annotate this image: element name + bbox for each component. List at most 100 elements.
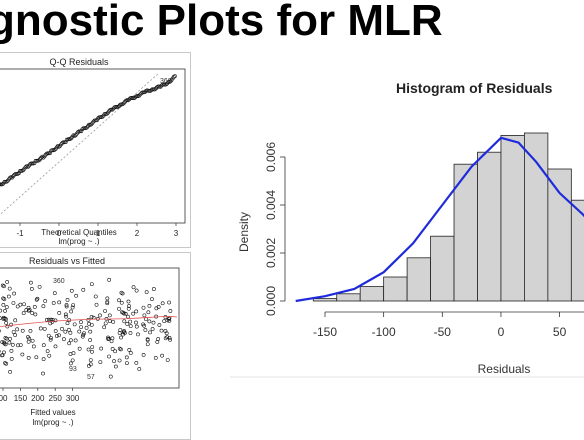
rvf-point [5, 306, 8, 309]
rvf-point [125, 356, 128, 359]
rvf-point [3, 309, 6, 312]
rvf-point [169, 309, 172, 312]
rvf-point [114, 350, 117, 353]
rvf-point [103, 326, 106, 329]
rvf-point [123, 320, 126, 323]
rvf-point [0, 309, 2, 312]
rvf-point [79, 325, 82, 328]
rvf-point [29, 329, 32, 332]
rvf-point [152, 321, 155, 324]
rvf-point [144, 328, 147, 331]
rvf-point [53, 292, 56, 295]
rvf-point [119, 328, 122, 331]
histogram-bar [501, 135, 524, 301]
histogram-x-tick-label: 50 [553, 325, 567, 339]
rvf-point [66, 322, 69, 325]
rvf-point [10, 349, 13, 352]
histogram-y-tick-label: 0.006 [264, 142, 278, 172]
rvf-point [16, 328, 19, 331]
rvf-point [160, 329, 163, 332]
histogram-bar [360, 287, 383, 301]
rvf-point [108, 320, 111, 323]
rvf-point [66, 298, 69, 301]
rvf-point [42, 344, 45, 347]
rvf-point [0, 317, 1, 320]
rvf-plot-area [0, 268, 179, 388]
rvf-point [41, 372, 44, 375]
rvf-point [19, 303, 22, 306]
histogram-y-tick-label: 0.004 [264, 190, 278, 220]
rvf-point [98, 314, 101, 317]
rvf-title: Residuals vs Fitted [29, 256, 105, 266]
rvf-point [119, 336, 122, 339]
rvf-point [142, 306, 145, 309]
rvf-point [29, 281, 32, 284]
rvf-point [94, 295, 97, 298]
qq-x-tick-label: 2 [135, 229, 140, 238]
qq-subtitle: lm(prog ~ .) [58, 237, 99, 246]
qq-x-tick-label: -1 [16, 229, 24, 238]
rvf-x-tick-label: 300 [66, 394, 80, 403]
rvf-point [109, 375, 112, 378]
rvf-annotation-93: 93 [69, 366, 77, 373]
rvf-point [32, 345, 35, 348]
rvf-point [22, 303, 25, 306]
rvf-point [89, 359, 92, 362]
rvf-point [110, 340, 113, 343]
rvf-point [21, 329, 24, 332]
rvf-point [12, 301, 15, 304]
rvf-point [54, 329, 57, 332]
histogram-x-tick-label: -150 [313, 325, 337, 339]
rvf-point [8, 337, 11, 340]
rvf-point [78, 330, 81, 333]
rvf-point [43, 327, 46, 330]
histogram-bar [524, 133, 547, 301]
rvf-point [125, 362, 128, 365]
rvf-point [79, 321, 82, 324]
rvf-point [112, 320, 115, 323]
rvf-point [69, 362, 72, 365]
rvf-point [2, 303, 5, 306]
rvf-point [118, 331, 121, 334]
rvf-x-tick-label: 200 [31, 394, 45, 403]
rvf-annotation-360: 360 [53, 278, 65, 285]
rvf-point [117, 307, 120, 310]
rvf-point [58, 301, 61, 304]
rvf-point [42, 358, 45, 361]
rvf-point [57, 334, 60, 337]
rvf-point [8, 341, 11, 344]
rvf-point [129, 331, 132, 334]
rvf-subtitle: lm(prog ~ .) [32, 418, 73, 427]
rvf-point [135, 325, 138, 328]
rvf-point [91, 345, 94, 348]
rvf-point [112, 360, 115, 363]
rvf-point [164, 315, 167, 318]
rvf-point [8, 370, 11, 373]
rvf-point [148, 304, 151, 307]
rvf-point [152, 287, 155, 290]
histogram-y-tick-label: 0.002 [264, 238, 278, 268]
rvf-point [85, 326, 88, 329]
histogram-bar [431, 236, 454, 301]
rvf-point [10, 357, 13, 360]
rvf-x-tick-label: 250 [49, 394, 63, 403]
rvf-point [138, 367, 141, 370]
rvf-point [48, 354, 51, 357]
qq-plot-title: Q-Q Residuals [49, 57, 109, 67]
rvf-point [54, 345, 57, 348]
rvf-point [35, 356, 38, 359]
rvf-point [166, 358, 169, 361]
rvf-point [106, 297, 109, 300]
rvf-point [132, 312, 135, 315]
rvf-point [163, 320, 166, 323]
rvf-point [12, 292, 15, 295]
rvf-point [128, 348, 131, 351]
rvf-point [11, 343, 14, 346]
rvf-point [134, 321, 137, 324]
rvf-point [69, 310, 72, 313]
